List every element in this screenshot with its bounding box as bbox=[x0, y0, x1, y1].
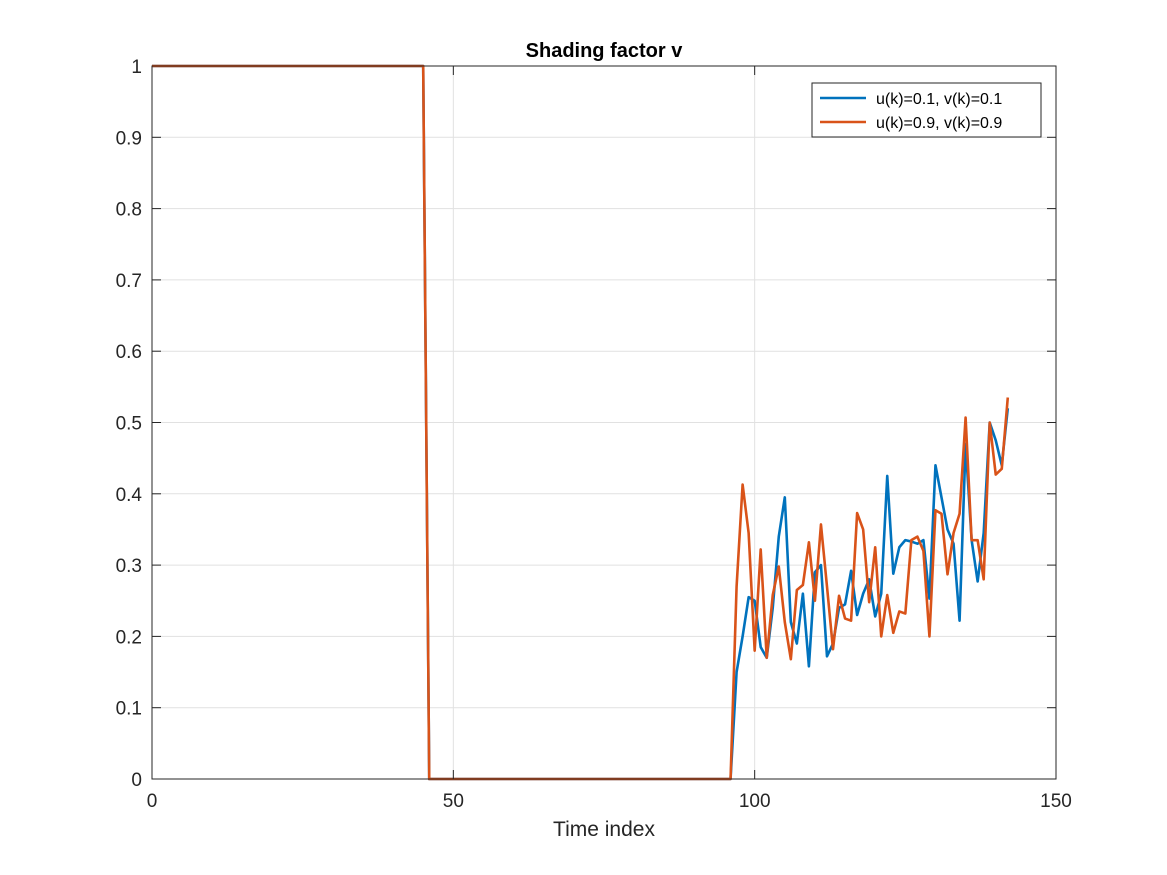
y-tick-label-6: 0.6 bbox=[116, 342, 142, 363]
series-line-0 bbox=[152, 64, 1010, 781]
series-line-1 bbox=[152, 64, 1010, 781]
legend-label-1: u(k)=0.9, v(k)=0.9 bbox=[876, 115, 1002, 132]
legend: u(k)=0.1, v(k)=0.1 u(k)=0.9, v(k)=0.9 bbox=[811, 82, 1042, 138]
y-tick-label-3: 0.3 bbox=[116, 556, 142, 577]
x-tick-label-2: 100 bbox=[739, 791, 771, 812]
legend-label-0: u(k)=0.1, v(k)=0.1 bbox=[876, 91, 1002, 108]
chart-title: Shading factor v bbox=[526, 40, 684, 62]
y-tick-label-5: 0.5 bbox=[116, 414, 142, 435]
legend-box bbox=[811, 82, 1042, 138]
y-tick-label-1: 0.1 bbox=[116, 699, 142, 720]
y-tick-label-8: 0.8 bbox=[116, 200, 142, 221]
y-tick-label-4: 0.4 bbox=[116, 485, 143, 506]
y-tick-label-10: 1 bbox=[131, 57, 142, 78]
plot-area: 0 50 100 150 0 0.1 0.2 0.3 0.4 0.5 0.6 0.7 0.8 0.9 1 bbox=[116, 57, 1072, 812]
x-tick-label-0: 0 bbox=[147, 791, 158, 812]
y-tick-label-9: 0.9 bbox=[116, 128, 142, 149]
x-tick-label-1: 50 bbox=[443, 791, 464, 812]
y-tick-label-7: 0.7 bbox=[116, 271, 142, 292]
x-axis-label: Time index bbox=[553, 818, 655, 841]
x-tick-label-3: 150 bbox=[1040, 791, 1072, 812]
y-tick-label-2: 0.2 bbox=[116, 627, 142, 648]
y-tick-label-0: 0 bbox=[131, 770, 142, 791]
